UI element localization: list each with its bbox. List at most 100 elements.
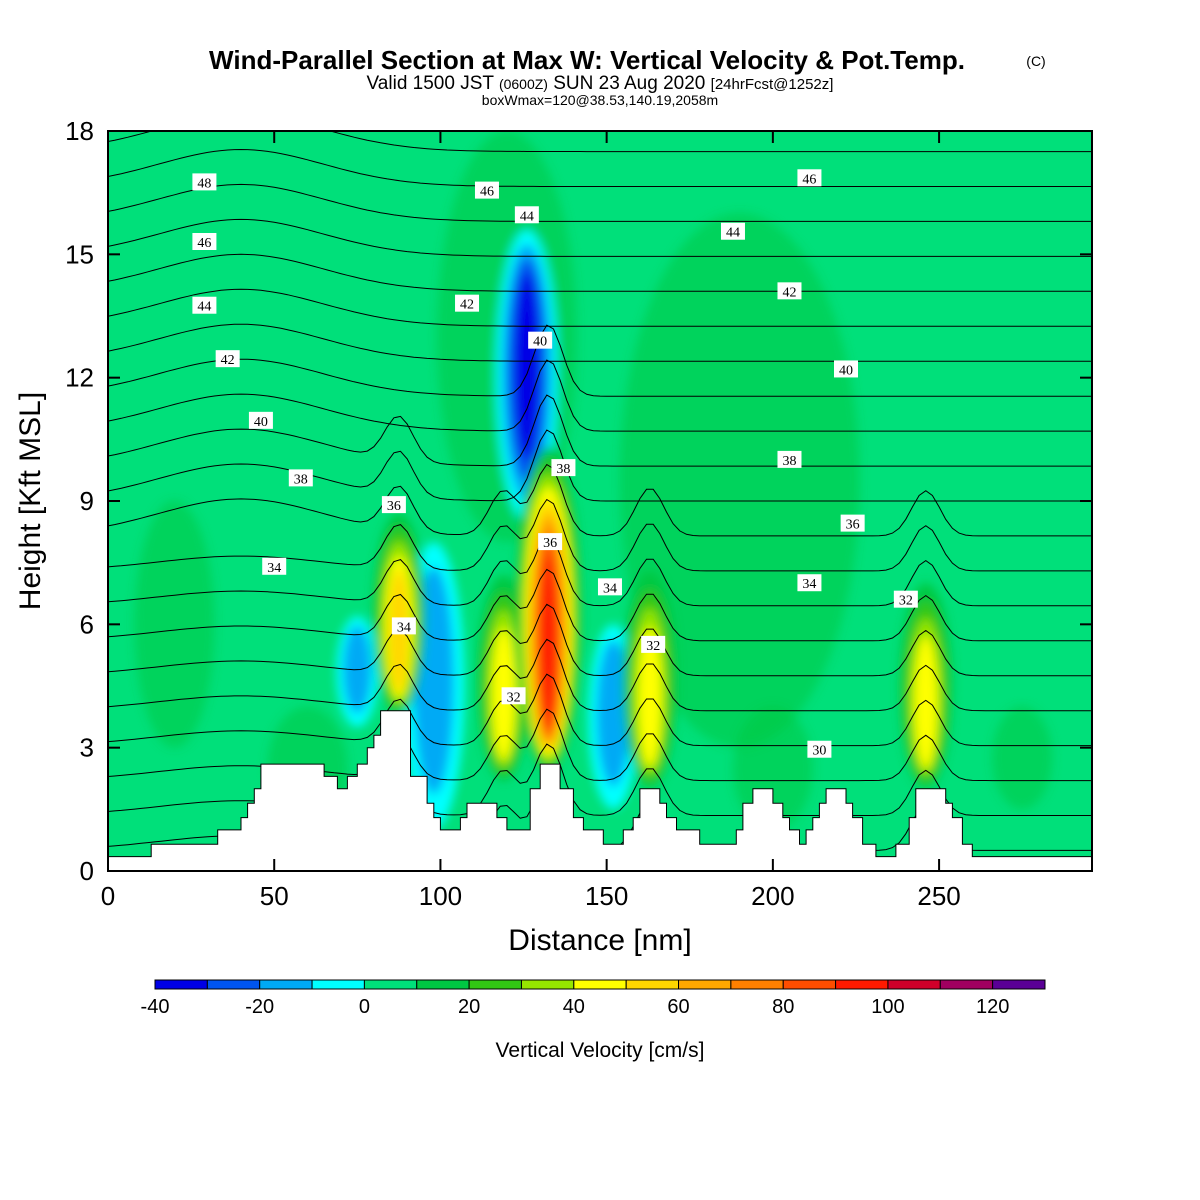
theta-label-text: 44 xyxy=(197,300,211,315)
isentrope-line xyxy=(108,463,1092,537)
theta-label-text: 46 xyxy=(197,236,211,251)
theta-label: 32 xyxy=(641,635,666,654)
downdraft-cell xyxy=(495,229,558,522)
colorbar-swatch xyxy=(468,979,522,990)
theta-label: 40 xyxy=(248,411,273,430)
theta-label-text: 44 xyxy=(726,226,740,241)
colorbar-swatch xyxy=(259,979,313,990)
theta-label: 34 xyxy=(262,557,287,576)
colorbar-swatch xyxy=(154,979,208,990)
theta-label: 46 xyxy=(474,181,499,200)
theta-label: 40 xyxy=(834,360,858,378)
colorbar-swatch xyxy=(992,979,1046,990)
updraft-level xyxy=(540,554,557,731)
colorbar-tick-label: 120 xyxy=(976,996,1009,1018)
theta-label-text: 38 xyxy=(294,472,308,487)
theta-label: 34 xyxy=(597,578,622,596)
theta-label: 48 xyxy=(192,173,217,191)
chart-title: Wind-Parallel Section at Max W: Vertical… xyxy=(209,45,965,75)
isentrope-line xyxy=(108,183,1092,222)
colorbar-tick-label: 80 xyxy=(772,996,794,1018)
isentrope-line xyxy=(108,394,1092,467)
theta-label-text: 36 xyxy=(387,499,401,514)
box-wmax-info: boxWmax=120@38.53,140.19,2058m xyxy=(482,92,718,108)
isentrope-line xyxy=(108,148,1092,187)
isentrope-line xyxy=(108,429,1092,502)
theta-label: 34 xyxy=(391,617,416,635)
theta-label-text: 30 xyxy=(812,744,826,759)
theta-contour-labels: 48 46 44 42 40 38 36 34 34 46 44 42 40 38 36 34 32 32 46 44… xyxy=(192,169,918,759)
theta-label-text: 38 xyxy=(556,462,570,477)
theta-label-text: 34 xyxy=(603,581,617,596)
theta-label: 36 xyxy=(538,533,563,551)
colorbar-tick-label: -40 xyxy=(141,996,170,1018)
theta-label: 32 xyxy=(501,687,526,705)
isentrope-line xyxy=(108,359,1092,432)
theta-label-text: 46 xyxy=(802,172,816,187)
y-tick-label: 12 xyxy=(65,363,94,393)
valid-date: SUN 23 Aug 2020 xyxy=(553,73,705,94)
terrain xyxy=(108,710,1092,871)
theta-label-text: 42 xyxy=(460,298,474,313)
x-axis-label: Distance [nm] xyxy=(508,924,691,957)
theta-label-text: 48 xyxy=(197,176,211,191)
downdraft-cell xyxy=(336,616,379,728)
isentrope-line xyxy=(108,568,1092,642)
theta-label-text: 36 xyxy=(543,536,557,551)
colorbar-tick-label: 20 xyxy=(458,996,480,1018)
theta-label: 36 xyxy=(381,496,406,514)
theta-label-text: 34 xyxy=(267,561,281,576)
theta-label-text: 32 xyxy=(507,690,521,705)
colorbar-swatch xyxy=(625,979,680,990)
updraft-cell xyxy=(622,570,677,789)
colorbar-swatch xyxy=(939,979,994,990)
y-tick-label: 0 xyxy=(80,856,94,886)
theta-isentropes xyxy=(108,131,1092,851)
x-tick-label: 200 xyxy=(751,881,794,911)
y-tick-label: 3 xyxy=(80,733,94,763)
x-tick-label: 250 xyxy=(917,881,960,911)
y-tick-label: 6 xyxy=(80,609,94,639)
y-tick-label: 18 xyxy=(65,116,94,146)
theta-label: 44 xyxy=(720,222,745,241)
valid-time: Valid 1500 JST xyxy=(367,73,495,94)
theta-label: 40 xyxy=(528,331,553,350)
theta-label-text: 38 xyxy=(782,454,796,469)
theta-label: 44 xyxy=(514,206,539,224)
weak-ascent-area xyxy=(992,706,1053,810)
copyright-mark: (C) xyxy=(1026,53,1045,69)
updraft-level xyxy=(638,627,662,767)
colorbar-swatch xyxy=(520,979,575,990)
downdraft-level xyxy=(514,272,540,460)
colorbar-swatch xyxy=(363,979,418,990)
theta-label: 34 xyxy=(797,574,822,592)
colorbar-label: Vertical Velocity [cm/s] xyxy=(496,1039,705,1062)
colorbar-swatch xyxy=(887,979,941,990)
theta-label: 44 xyxy=(192,296,217,315)
updraft-level xyxy=(914,636,937,768)
colorbar: -40 -20 0 20 40 60 80 100 120 xyxy=(141,979,1046,1018)
theta-label: 38 xyxy=(551,459,576,477)
theta-label: 32 xyxy=(893,590,918,609)
theta-label: 38 xyxy=(777,450,802,469)
plot-area: 48 46 44 42 40 38 36 34 34 46 44 42 40 38 36 34 32 32 46 44… xyxy=(108,131,1092,871)
y-tick-label: 9 xyxy=(80,486,94,516)
colorbar-swatch xyxy=(416,979,470,990)
colorbar-tick-label: -20 xyxy=(245,996,274,1018)
theta-label-text: 32 xyxy=(646,639,660,654)
theta-label: 30 xyxy=(807,740,832,759)
forecast-info: [24hrFcst@1252z] xyxy=(711,76,834,93)
updraft-cell xyxy=(515,447,582,773)
x-tick-label: 100 xyxy=(419,881,462,911)
colorbar-swatch xyxy=(573,979,627,990)
isentrope-line xyxy=(108,323,1092,362)
downdraft-level xyxy=(596,640,630,787)
theta-label: 36 xyxy=(840,514,865,533)
theta-label-text: 40 xyxy=(533,335,547,350)
weak-ascent-area xyxy=(619,213,860,748)
isentrope-line xyxy=(108,131,1092,153)
colorbar-swatch xyxy=(678,979,732,990)
theta-label-text: 36 xyxy=(846,518,860,533)
